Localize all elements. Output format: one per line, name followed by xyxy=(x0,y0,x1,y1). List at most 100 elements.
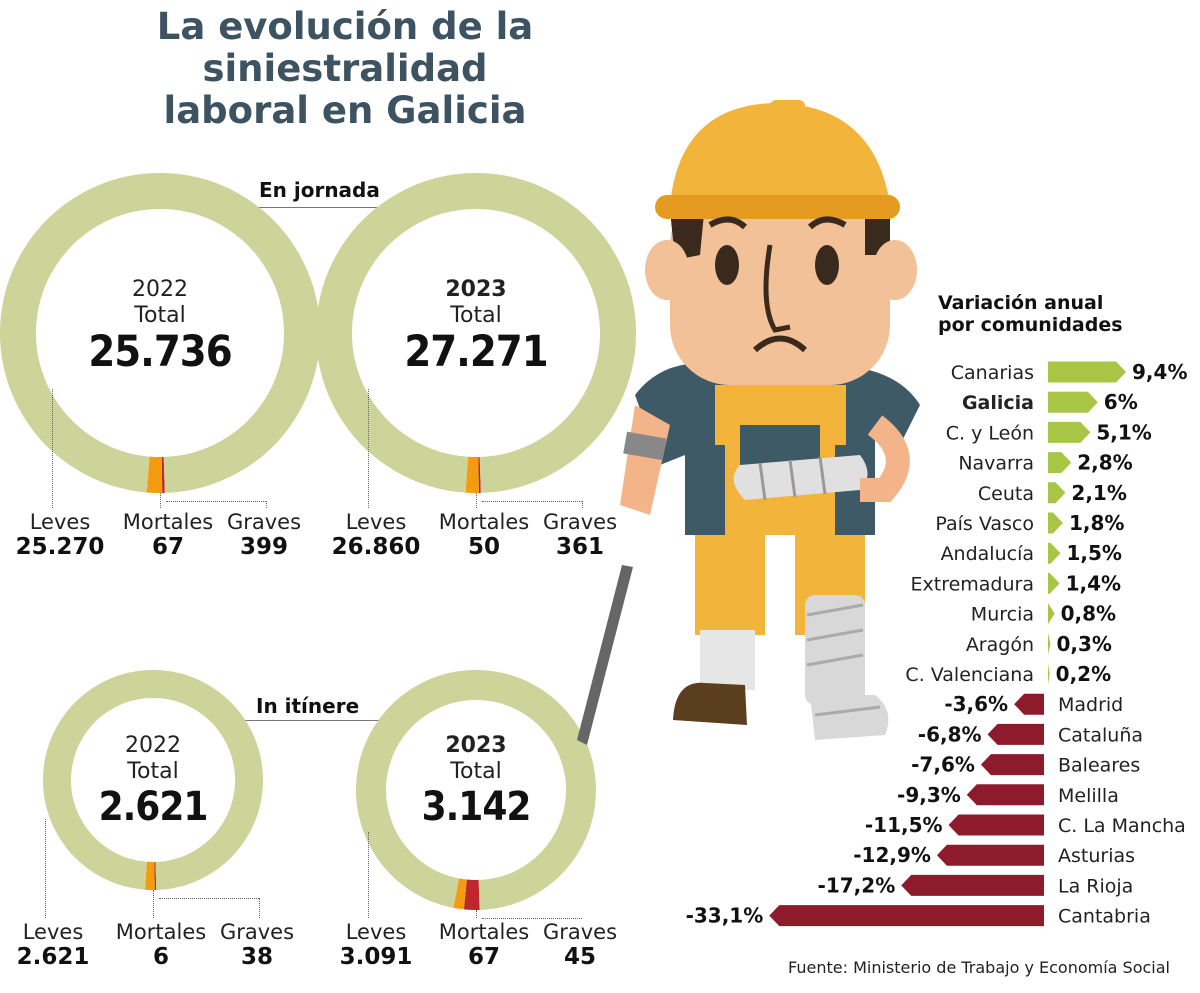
bar xyxy=(980,754,1044,776)
category-label: País Vasco xyxy=(935,513,1034,535)
label-leves: Leves 26.860 xyxy=(321,510,431,560)
donut-total-label: Total xyxy=(134,303,186,328)
title-line-3: laboral en Galicia xyxy=(163,89,527,132)
bar-value-label: -12,9% xyxy=(853,843,931,867)
label-graves-value: 38 xyxy=(240,944,273,970)
itinere-connector xyxy=(235,720,385,721)
label-leves-name: Leves xyxy=(345,510,407,534)
bar-row: 9,4% Canarias xyxy=(951,360,1188,384)
bar-value-label: -7,6% xyxy=(911,753,975,777)
bar-value-label: -6,8% xyxy=(918,722,982,746)
label-leves-value: 3.091 xyxy=(339,944,413,970)
donut-total-value: 25.736 xyxy=(88,327,232,377)
category-label: C. Valenciana xyxy=(905,664,1034,686)
bar-value-label: -11,5% xyxy=(865,813,943,837)
label-leves-name: Leves xyxy=(29,510,91,534)
donut-center-itinere-2023: 2023 Total 3.142 xyxy=(356,733,596,829)
bar-row: -17,2% La Rioja xyxy=(818,873,1134,897)
category-label: Asturias xyxy=(1058,845,1135,867)
label-mortales: Mortales 6 xyxy=(106,920,216,970)
bar xyxy=(1048,361,1127,383)
bar-row: 5,1% C. y León xyxy=(946,420,1152,444)
chart-title-line-2: por comunidades xyxy=(938,314,1123,336)
donut-center-jornada-2023: 2023 Total 27.271 xyxy=(356,277,596,376)
label-leves-value: 25.270 xyxy=(15,534,105,560)
category-label: La Rioja xyxy=(1058,875,1133,897)
bar-value-label: 6% xyxy=(1104,390,1138,414)
category-label: Murcia xyxy=(971,604,1034,626)
bar-row: 2,1% Ceuta xyxy=(978,481,1127,505)
leader-mortales xyxy=(153,890,154,918)
label-mortales-value: 67 xyxy=(151,534,184,560)
bar-value-label: 2,8% xyxy=(1077,451,1132,475)
leader-leves xyxy=(52,389,53,508)
chart-title: Variación anual por comunidades xyxy=(938,292,1123,336)
label-mortales-name: Mortales xyxy=(115,920,207,944)
label-leves-value: 26.860 xyxy=(331,534,421,560)
label-mortales: Mortales 67 xyxy=(429,920,539,970)
label-mortales-value: 50 xyxy=(467,534,500,560)
label-mortales-name: Mortales xyxy=(438,920,530,944)
donut-center-jornada-2022: 2022 Total 25.736 xyxy=(40,277,280,376)
donut-year: 2023 xyxy=(445,733,507,758)
bar-row: 1,8% País Vasco xyxy=(935,511,1124,535)
donut-itinere-2022 xyxy=(43,670,263,890)
bar-value-label: 0,3% xyxy=(1056,632,1111,656)
bar-value-label: -9,3% xyxy=(897,783,961,807)
bar-row: 0,3% Aragón xyxy=(966,632,1112,656)
donut-total-label: Total xyxy=(450,303,502,328)
donut-year: 2022 xyxy=(132,277,188,302)
bar-value-label: 1,5% xyxy=(1066,541,1121,565)
bar xyxy=(1048,391,1098,413)
label-graves-value: 45 xyxy=(563,944,596,970)
label-mortales: Mortales 67 xyxy=(113,510,223,560)
bar-value-label: 0,8% xyxy=(1061,602,1116,626)
donut-jornada-2023 xyxy=(316,173,636,493)
category-label: Cantabria xyxy=(1058,906,1151,928)
bar-row: 1,4% Extremadura xyxy=(911,571,1122,595)
category-label: Cataluña xyxy=(1058,724,1143,746)
label-graves-value: 399 xyxy=(239,534,288,560)
leader-mortales xyxy=(476,910,477,918)
category-label: Aragón xyxy=(966,634,1034,656)
bar xyxy=(1048,603,1055,625)
leader-graves xyxy=(482,501,582,502)
category-label: Ceuta xyxy=(978,483,1034,505)
category-label: Melilla xyxy=(1058,785,1119,807)
leader-leves xyxy=(368,832,369,918)
label-leves: Leves 25.270 xyxy=(5,510,115,560)
label-graves-name: Graves xyxy=(226,510,302,534)
label-mortales: Mortales 50 xyxy=(429,510,539,560)
bar xyxy=(1048,421,1091,443)
bar-row: -7,6% Baleares xyxy=(911,753,1140,777)
donut-slice-mortales xyxy=(463,879,480,910)
bar-row: 6% Galicia xyxy=(962,390,1138,414)
bar-value-label: 9,4% xyxy=(1132,360,1187,384)
bar-row: -9,3% Melilla xyxy=(897,783,1119,807)
bar xyxy=(901,874,1044,896)
donut-total-value: 27.271 xyxy=(404,327,548,377)
leader-graves xyxy=(482,918,582,919)
donut-jornada-2022 xyxy=(0,173,320,493)
leader-leves xyxy=(368,389,369,508)
source-note: Fuente: Ministerio de Trabajo y Economía… xyxy=(788,958,1170,977)
bar-value-label: -33,1% xyxy=(686,904,764,928)
label-graves: Graves 38 xyxy=(202,920,312,970)
bar xyxy=(966,784,1044,806)
bar-row: -3,6% Madrid xyxy=(944,692,1123,716)
label-graves-name: Graves xyxy=(219,920,295,944)
label-graves-name: Graves xyxy=(542,510,618,534)
bar-row: -11,5% C. La Mancha xyxy=(865,813,1186,837)
jornada-connector xyxy=(255,207,380,208)
donut-slice-leves xyxy=(316,173,636,493)
label-mortales-value: 6 xyxy=(152,944,169,970)
donut-total-label: Total xyxy=(450,759,502,784)
label-graves-name: Graves xyxy=(542,920,618,944)
donut-slice-leves xyxy=(0,173,320,493)
bar-row: 2,8% Navarra xyxy=(958,451,1132,475)
bar xyxy=(1048,663,1050,685)
bar-row: -6,8% Cataluña xyxy=(918,722,1143,746)
category-label: Navarra xyxy=(958,453,1034,475)
donut-year: 2023 xyxy=(445,277,507,302)
